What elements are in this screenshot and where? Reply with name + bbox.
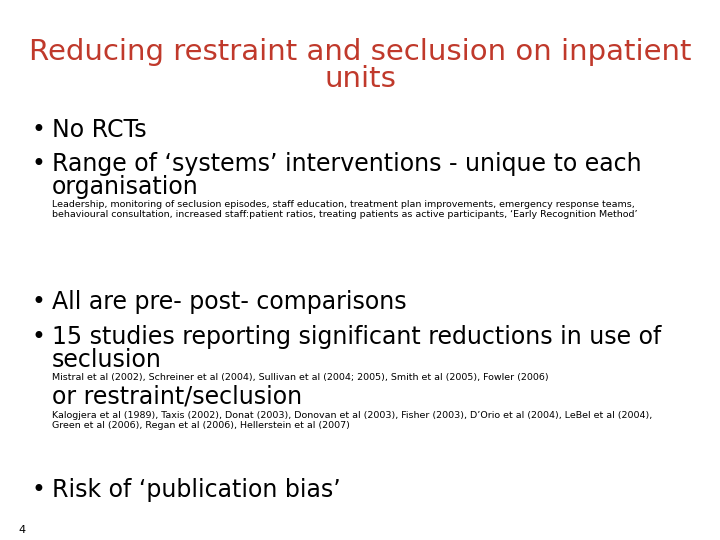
- Text: Risk of ‘publication bias’: Risk of ‘publication bias’: [52, 478, 341, 502]
- Text: or restraint/seclusion: or restraint/seclusion: [52, 385, 302, 409]
- Text: 15 studies reporting significant reductions in use of: 15 studies reporting significant reducti…: [52, 325, 662, 349]
- Text: •: •: [31, 325, 45, 349]
- Text: Kalogjera et al (1989), Taxis (2002), Donat (2003), Donovan et al (2003), Fisher: Kalogjera et al (1989), Taxis (2002), Do…: [52, 411, 652, 420]
- Text: No RCTs: No RCTs: [52, 118, 147, 142]
- Text: All are pre- post- comparisons: All are pre- post- comparisons: [52, 290, 407, 314]
- Text: units: units: [324, 65, 396, 93]
- Text: Leadership, monitoring of seclusion episodes, staff education, treatment plan im: Leadership, monitoring of seclusion epis…: [52, 200, 635, 209]
- Text: 4: 4: [18, 525, 25, 535]
- Text: •: •: [31, 290, 45, 314]
- Text: behavioural consultation, increased staff:patient ratios, treating patients as a: behavioural consultation, increased staf…: [52, 210, 638, 219]
- Text: Range of ‘systems’ interventions - unique to each: Range of ‘systems’ interventions - uniqu…: [52, 152, 642, 176]
- Text: •: •: [31, 152, 45, 176]
- Text: organisation: organisation: [52, 175, 199, 199]
- Text: Reducing restraint and seclusion on inpatient: Reducing restraint and seclusion on inpa…: [29, 38, 691, 66]
- Text: Green et al (2006), Regan et al (2006), Hellerstein et al (2007): Green et al (2006), Regan et al (2006), …: [52, 421, 350, 430]
- Text: •: •: [31, 478, 45, 502]
- Text: Mistral et al (2002), Schreiner et al (2004), Sullivan et al (2004; 2005), Smith: Mistral et al (2002), Schreiner et al (2…: [52, 373, 549, 382]
- Text: •: •: [31, 118, 45, 142]
- Text: seclusion: seclusion: [52, 348, 162, 372]
